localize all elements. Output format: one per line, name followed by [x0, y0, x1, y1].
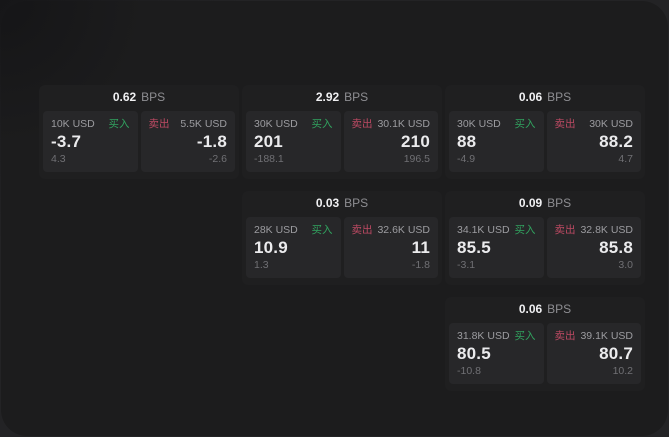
- buy-side-label: 买入: [514, 118, 536, 130]
- notional-label: 30K USD: [254, 118, 298, 130]
- buy-panel[interactable]: 30K USD 买入 201 -188.1: [246, 111, 341, 172]
- sell-panel[interactable]: 卖出 32.6K USD 11 -1.8: [343, 217, 438, 278]
- notional-label: 28K USD: [254, 224, 298, 236]
- bps-unit-label: BPS: [141, 90, 166, 104]
- sell-side-label: 卖出: [351, 118, 373, 130]
- delta-value: 1.3: [254, 259, 269, 271]
- quote-card: 0.62 BPS 10K USD 买入 -3.7 4.3 卖出 5.5K USD: [39, 85, 239, 179]
- sell-side-label: 卖出: [351, 224, 373, 236]
- bps-unit-label: BPS: [344, 196, 369, 210]
- price-value: 85.8: [599, 238, 633, 257]
- buy-side-label: 买入: [311, 118, 333, 130]
- bps-unit-label: BPS: [547, 302, 572, 316]
- sell-panel[interactable]: 卖出 30K USD 88.2 4.7: [546, 111, 641, 172]
- price-value: 88.2: [599, 132, 633, 151]
- sell-side-label: 卖出: [554, 224, 576, 236]
- price-value: 85.5: [457, 238, 491, 257]
- delta-value: -10.8: [457, 365, 481, 377]
- delta-value: -3.1: [457, 259, 476, 271]
- quote-card: 0.06 BPS 31.8K USD 买入 80.5 -10.8 卖出 39.1…: [445, 297, 645, 391]
- price-value: 10.9: [254, 238, 288, 257]
- quote-card: 0.06 BPS 30K USD 买入 88 -4.9 卖出 30K USD: [445, 85, 645, 179]
- card-header: 0.62 BPS: [39, 85, 239, 109]
- quote-card: 2.92 BPS 30K USD 买入 201 -188.1 卖出 30.1K …: [242, 85, 442, 179]
- bps-value: 0.06: [518, 302, 543, 316]
- buy-side-label: 买入: [311, 224, 333, 236]
- sell-panel[interactable]: 卖出 30.1K USD 210 196.5: [343, 111, 438, 172]
- notional-label: 39.1K USD: [580, 330, 633, 342]
- delta-value: -4.9: [457, 153, 476, 165]
- notional-label: 5.5K USD: [180, 118, 227, 130]
- sell-panel[interactable]: 卖出 32.8K USD 85.8 3.0: [546, 217, 641, 278]
- buy-side-label: 买入: [514, 330, 536, 342]
- delta-value: 4.3: [51, 153, 66, 165]
- price-value: 210: [401, 132, 430, 151]
- bps-unit-label: BPS: [344, 90, 369, 104]
- delta-value: 196.5: [403, 153, 430, 165]
- price-value: -1.8: [196, 132, 227, 151]
- delta-value: 3.0: [618, 259, 633, 271]
- price-value: 80.5: [457, 344, 491, 363]
- buy-panel[interactable]: 28K USD 买入 10.9 1.3: [246, 217, 341, 278]
- sell-side-label: 卖出: [148, 118, 170, 130]
- notional-label: 30.1K USD: [377, 118, 430, 130]
- delta-value: -2.6: [208, 153, 227, 165]
- notional-label: 32.6K USD: [377, 224, 430, 236]
- sell-side-label: 卖出: [554, 330, 576, 342]
- notional-label: 30K USD: [589, 118, 633, 130]
- delta-value: 10.2: [612, 365, 633, 377]
- buy-panel[interactable]: 34.1K USD 买入 85.5 -3.1: [449, 217, 544, 278]
- card-header: 0.06 BPS: [445, 85, 645, 109]
- bps-unit-label: BPS: [547, 90, 572, 104]
- bps-value: 0.06: [518, 90, 543, 104]
- sell-side-label: 卖出: [554, 118, 576, 130]
- quote-card: 0.09 BPS 34.1K USD 买入 85.5 -3.1 卖出 32.8K…: [445, 191, 645, 285]
- card-body: 10K USD 买入 -3.7 4.3 卖出 5.5K USD -1.8 -2.…: [39, 109, 239, 179]
- delta-value: 4.7: [618, 153, 633, 165]
- bps-value: 0.09: [518, 196, 543, 210]
- notional-label: 34.1K USD: [457, 224, 510, 236]
- notional-label: 31.8K USD: [457, 330, 510, 342]
- card-header: 2.92 BPS: [242, 85, 442, 109]
- delta-value: -188.1: [254, 153, 284, 165]
- price-value: 80.7: [599, 344, 633, 363]
- card-body: 30K USD 买入 201 -188.1 卖出 30.1K USD 210 1…: [242, 109, 442, 179]
- sell-panel[interactable]: 卖出 39.1K USD 80.7 10.2: [546, 323, 641, 384]
- price-value: -3.7: [51, 132, 82, 151]
- card-header: 0.09 BPS: [445, 191, 645, 215]
- price-value: 11: [411, 238, 430, 257]
- card-body: 31.8K USD 买入 80.5 -10.8 卖出 39.1K USD 80.…: [445, 321, 645, 391]
- buy-side-label: 买入: [108, 118, 130, 130]
- bps-value: 0.03: [315, 196, 340, 210]
- price-value: 88: [457, 132, 477, 151]
- card-header: 0.06 BPS: [445, 297, 645, 321]
- price-value: 201: [254, 132, 283, 151]
- buy-panel[interactable]: 30K USD 买入 88 -4.9: [449, 111, 544, 172]
- card-header: 0.03 BPS: [242, 191, 442, 215]
- buy-panel[interactable]: 10K USD 买入 -3.7 4.3: [43, 111, 138, 172]
- quote-grid: 0.62 BPS 10K USD 买入 -3.7 4.3 卖出 5.5K USD: [39, 85, 645, 391]
- delta-value: -1.8: [411, 259, 430, 271]
- buy-panel[interactable]: 31.8K USD 买入 80.5 -10.8: [449, 323, 544, 384]
- notional-label: 32.8K USD: [580, 224, 633, 236]
- bps-value: 2.92: [315, 90, 340, 104]
- notional-label: 10K USD: [51, 118, 95, 130]
- sell-panel[interactable]: 卖出 5.5K USD -1.8 -2.6: [140, 111, 235, 172]
- bps-unit-label: BPS: [547, 196, 572, 210]
- card-body: 28K USD 买入 10.9 1.3 卖出 32.6K USD 11 -1.8: [242, 215, 442, 285]
- quote-card: 0.03 BPS 28K USD 买入 10.9 1.3 卖出 32.6K US…: [242, 191, 442, 285]
- buy-side-label: 买入: [514, 224, 536, 236]
- notional-label: 30K USD: [457, 118, 501, 130]
- card-body: 30K USD 买入 88 -4.9 卖出 30K USD 88.2 4.7: [445, 109, 645, 179]
- bps-value: 0.62: [112, 90, 137, 104]
- card-body: 34.1K USD 买入 85.5 -3.1 卖出 32.8K USD 85.8…: [445, 215, 645, 285]
